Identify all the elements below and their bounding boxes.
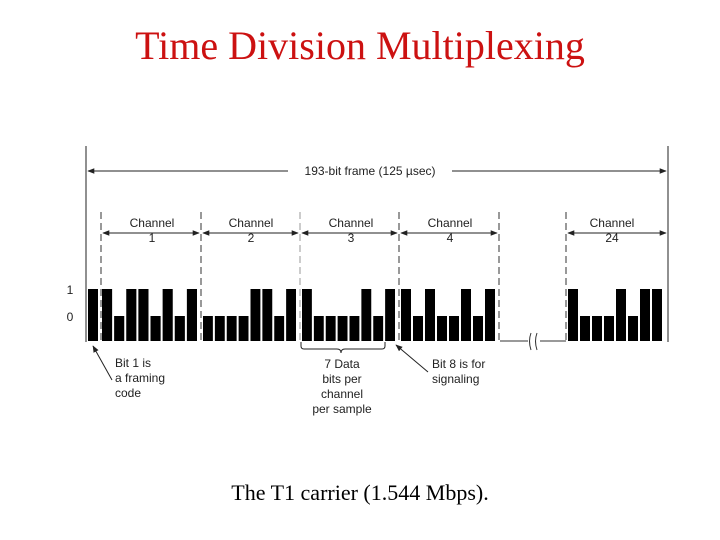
channel-3-bit-bar bbox=[302, 289, 312, 341]
channel-4-bit-bar bbox=[437, 316, 447, 341]
annotation-bit1-line3: code bbox=[115, 386, 141, 400]
channel-1-number: 1 bbox=[149, 231, 156, 245]
channel-5-bit-bar bbox=[592, 316, 602, 341]
channel-1-label: Channel bbox=[130, 216, 175, 230]
channel-5-bit-bar bbox=[568, 289, 578, 341]
annotation-data-bits: 7 Data bits per channel per sample bbox=[300, 342, 386, 416]
channel-labels: Channel 1 Channel 2 Channel 3 Channel 4 … bbox=[130, 216, 635, 245]
channel-2-label: Channel bbox=[229, 216, 274, 230]
channel-4-label: Channel bbox=[428, 216, 473, 230]
framing-bit-bar bbox=[88, 289, 98, 341]
break-symbol bbox=[500, 332, 566, 351]
channel-3-bit-bar bbox=[337, 316, 348, 341]
channel-2-bit-bar bbox=[274, 316, 285, 341]
channel-1-bit-bar bbox=[150, 316, 161, 341]
channel-4-bit-bar bbox=[449, 316, 459, 341]
annotation-bit8-line1: Bit 8 is for bbox=[432, 357, 485, 371]
channel-4-bit-bar bbox=[401, 289, 411, 341]
channel-2-bit-bar bbox=[214, 316, 225, 341]
channel-1-bit-bar bbox=[162, 289, 173, 341]
annotation-data-line4: per sample bbox=[312, 402, 372, 416]
slide-caption: The T1 carrier (1.544 Mbps). bbox=[231, 480, 489, 505]
channel-5-bit-bar bbox=[616, 289, 626, 341]
channel-2-bit-bar bbox=[262, 289, 273, 341]
channel-2-bit-bar bbox=[203, 316, 213, 341]
channel-5-bit-bar bbox=[628, 316, 638, 341]
annotation-bit1: Bit 1 is a framing code bbox=[92, 345, 165, 400]
channel-4-bit-bar bbox=[473, 316, 483, 341]
channel-4-number: 4 bbox=[447, 231, 454, 245]
annotation-bit8: Bit 8 is for signaling bbox=[395, 344, 485, 386]
channel-3-number: 3 bbox=[348, 231, 355, 245]
channel-4-bit-bar bbox=[413, 316, 423, 341]
channel-4-bit-bar bbox=[485, 289, 495, 341]
channel-1-bit-bar bbox=[114, 316, 125, 341]
channel-2-bit-bar bbox=[250, 289, 261, 341]
channel-3-bit-bar bbox=[325, 316, 336, 341]
annotation-data-line2: bits per bbox=[322, 372, 361, 386]
channel-5-bit-bar bbox=[652, 289, 662, 341]
channel-4-bit-bar bbox=[425, 289, 435, 341]
channel-1-bit-bar bbox=[186, 289, 197, 341]
channel-3-bit-bar bbox=[349, 316, 360, 341]
level-low-label: 0 bbox=[67, 310, 74, 324]
bit-bars bbox=[88, 289, 662, 341]
channel-3-bit-bar bbox=[373, 316, 384, 341]
channel-2-bit-bar bbox=[226, 316, 237, 341]
channel-4-bit-bar bbox=[461, 289, 471, 341]
slide-title: Time Division Multiplexing bbox=[135, 23, 585, 68]
channel-3-bit-bar bbox=[361, 289, 372, 341]
channel-24-label: Channel bbox=[590, 216, 635, 230]
annotation-data-line3: channel bbox=[321, 387, 363, 401]
channel-5-bit-bar bbox=[604, 316, 614, 341]
annotation-bit1-line2: a framing bbox=[115, 371, 165, 385]
channel-2-bit-bar bbox=[286, 289, 296, 341]
channel-5-bit-bar bbox=[580, 316, 590, 341]
channel-1-bit-bar bbox=[174, 316, 185, 341]
annotation-bit8-line2: signaling bbox=[432, 372, 479, 386]
channel-2-number: 2 bbox=[248, 231, 255, 245]
channel-3-bit-bar bbox=[385, 289, 395, 341]
channel-1-bit-bar bbox=[126, 289, 137, 341]
channel-3-label: Channel bbox=[329, 216, 374, 230]
level-high-label: 1 bbox=[67, 283, 74, 297]
channel-1-bit-bar bbox=[102, 289, 113, 341]
channel-5-bit-bar bbox=[640, 289, 650, 341]
channel-1-bit-bar bbox=[138, 289, 149, 341]
channel-3-bit-bar bbox=[313, 316, 324, 341]
frame-label: 193-bit frame (125 µsec) bbox=[305, 164, 436, 178]
annotation-data-line1: 7 Data bbox=[324, 357, 360, 371]
annotation-bit1-line1: Bit 1 is bbox=[115, 356, 151, 370]
channel-2-bit-bar bbox=[238, 316, 249, 341]
